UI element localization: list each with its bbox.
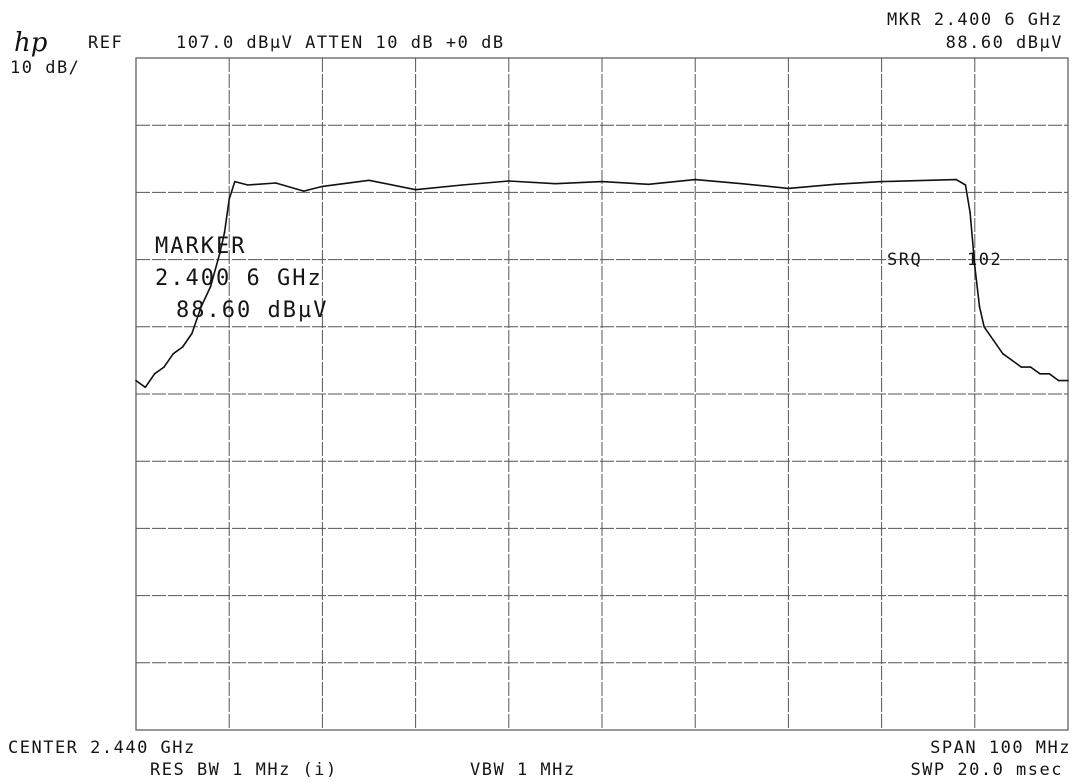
trace-point xyxy=(1067,379,1069,382)
trace-point xyxy=(135,379,137,382)
trace-point xyxy=(955,178,957,181)
res-bw-readout: RES BW 1 MHz (i) xyxy=(150,760,338,780)
trace-point xyxy=(787,187,790,190)
trace-point xyxy=(880,180,883,183)
trace-point xyxy=(1002,352,1004,355)
trace-point xyxy=(181,346,184,348)
trace-point xyxy=(1011,359,1013,362)
trace-point xyxy=(694,178,696,181)
trace-point xyxy=(983,326,985,328)
trace-point xyxy=(275,182,277,184)
trace-point xyxy=(200,305,202,308)
mkr-level: 88.60 dBµV xyxy=(945,33,1063,53)
trace-point xyxy=(1057,379,1060,382)
trace-point xyxy=(927,179,929,182)
plot-marks xyxy=(135,178,1069,389)
mkr-frequency: MKR 2.400 6 GHz xyxy=(886,10,1063,30)
trace-point xyxy=(144,386,147,389)
vbw-readout: VBW 1 MHz xyxy=(470,760,576,780)
span-readout: SPAN 100 MHz xyxy=(930,738,1071,758)
trace-point xyxy=(647,183,650,186)
trace-point xyxy=(321,185,324,188)
trace-point xyxy=(172,352,175,355)
trace-point xyxy=(219,252,221,254)
ref-label: REF xyxy=(88,33,124,53)
center-frequency: CENTER 2.440 GHz xyxy=(8,738,196,758)
trace-point xyxy=(368,179,370,182)
trace-point xyxy=(964,184,967,186)
trace-point xyxy=(303,190,305,192)
trace-point xyxy=(414,188,417,191)
srq-label: SRQ xyxy=(887,250,923,270)
trace-point xyxy=(1020,366,1023,368)
scale-readout: 10 dB/ xyxy=(10,58,81,78)
plot-grid xyxy=(135,57,1069,731)
trace-point xyxy=(508,180,510,182)
srq-code: 102 xyxy=(967,250,1003,270)
trace-point xyxy=(163,366,165,368)
trace-point xyxy=(1048,373,1051,375)
marker-level: 88.60 dBµV xyxy=(176,298,329,323)
trace-point xyxy=(834,183,836,186)
trace-point xyxy=(1029,366,1032,368)
sweep-time: SWP 20.0 msec xyxy=(910,760,1063,780)
trace-point xyxy=(969,211,971,214)
trace-point xyxy=(978,305,981,308)
trace-point xyxy=(153,373,156,375)
trace-point xyxy=(992,339,995,342)
marker-title: MARKER xyxy=(155,234,247,259)
hp-logo: hp xyxy=(14,28,48,58)
trace-point xyxy=(247,184,249,186)
trace-point xyxy=(209,285,212,288)
trace-point xyxy=(223,231,226,234)
ref-atten-readout: 107.0 dBµV ATTEN 10 dB +0 dB xyxy=(176,33,505,53)
trace-point xyxy=(234,180,236,183)
trace-point xyxy=(1039,373,1041,375)
trace-point xyxy=(741,182,743,185)
marker-frequency: 2.400 6 GHz xyxy=(155,266,323,291)
trace-point xyxy=(554,182,557,185)
trace-point xyxy=(601,180,603,183)
trace-point xyxy=(974,265,976,268)
trace-point xyxy=(228,198,230,200)
trace-point xyxy=(191,332,193,335)
trace-point xyxy=(461,184,464,186)
